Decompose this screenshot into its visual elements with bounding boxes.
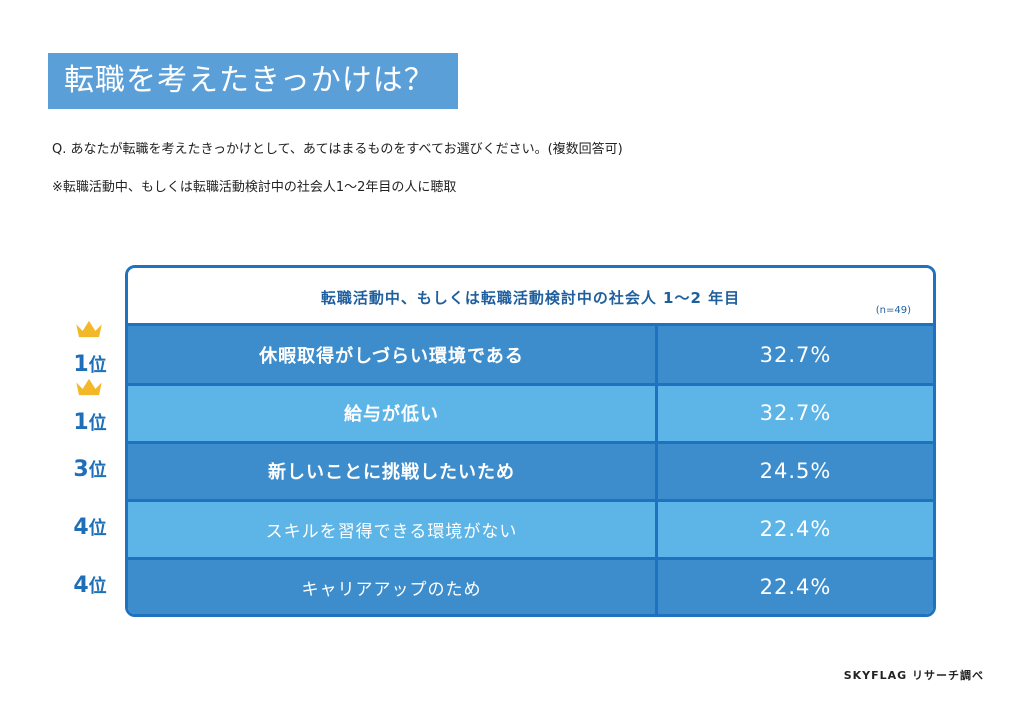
survey-note: ※転職活動中、もしくは転職活動検討中の社会人1〜2年目の人に聴取: [52, 180, 457, 195]
crown-icon: [76, 378, 102, 396]
rank-label: 1位: [60, 351, 120, 377]
row-value: 22.4%: [759, 575, 832, 599]
rank-label: 1位: [60, 409, 120, 435]
rank-suffix: 位: [88, 576, 107, 597]
table-row: 休暇取得がしづらい環境である 32.7%: [128, 326, 933, 384]
row-label: 休暇取得がしづらい環境である: [128, 326, 658, 384]
row-divider: [128, 383, 933, 386]
row-divider: [128, 499, 933, 502]
rank-label: 3位: [60, 456, 120, 482]
row-value: 32.7%: [759, 401, 832, 425]
question-text: Q. あなたが転職を考えたきっかけとして、あてはまるものをすべてお選びください。…: [52, 142, 623, 157]
row-label: 新しいことに挑戦したいため: [128, 442, 658, 500]
table-row: 給与が低い 32.7%: [128, 384, 933, 442]
rank-suffix: 位: [88, 460, 107, 481]
ranking-table: 転職活動中、もしくは転職活動検討中の社会人 1〜2 年目 (n=49) 休暇取得…: [125, 265, 936, 617]
table-header: 転職活動中、もしくは転職活動検討中の社会人 1〜2 年目 (n=49): [128, 268, 933, 326]
table-row: キャリアアップのため 22.4%: [128, 558, 933, 614]
table-header-title: 転職活動中、もしくは転職活動検討中の社会人 1〜2 年目: [320, 289, 741, 307]
rank-suffix: 位: [88, 413, 107, 434]
rank-number: 4: [73, 515, 89, 540]
rank-number: 4: [73, 573, 89, 598]
rank-number: 3: [73, 457, 89, 482]
crown-icon: [76, 320, 102, 338]
sample-size: (n=49): [875, 305, 911, 316]
table-row: 新しいことに挑戦したいため 24.5%: [128, 442, 933, 500]
table-row: スキルを習得できる環境がない 22.4%: [128, 500, 933, 558]
rank-number: 1: [73, 352, 89, 377]
rank-label: 4位: [60, 514, 120, 540]
row-value: 22.4%: [759, 517, 832, 541]
page-title: 転職を考えたきっかけは？: [48, 53, 458, 109]
row-value: 32.7%: [759, 343, 832, 367]
rank-suffix: 位: [88, 355, 107, 376]
rank-label: 4位: [60, 572, 120, 598]
row-label: キャリアアップのため: [128, 558, 658, 614]
rank-suffix: 位: [88, 518, 107, 539]
row-label: スキルを習得できる環境がない: [128, 500, 658, 558]
row-label: 給与が低い: [128, 384, 658, 442]
source-credit: SKYFLAG リサーチ調べ: [843, 669, 984, 682]
row-divider: [128, 557, 933, 560]
row-divider: [128, 441, 933, 444]
row-value: 24.5%: [759, 459, 832, 483]
rank-number: 1: [73, 410, 89, 435]
